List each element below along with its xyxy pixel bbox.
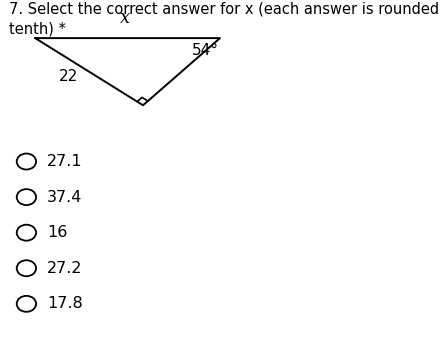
Text: 16: 16 (47, 225, 67, 240)
Text: 27.2: 27.2 (47, 261, 83, 276)
Text: tenth) *: tenth) * (9, 22, 66, 37)
Text: 7. Select the correct answer for x (each answer is rounded to the nearest: 7. Select the correct answer for x (each… (9, 2, 440, 17)
Text: 37.4: 37.4 (47, 189, 82, 205)
Text: 22: 22 (59, 69, 78, 84)
Text: 27.1: 27.1 (47, 154, 83, 169)
Text: 54°: 54° (191, 43, 218, 58)
Text: x: x (120, 9, 131, 27)
Text: 17.8: 17.8 (47, 296, 83, 311)
